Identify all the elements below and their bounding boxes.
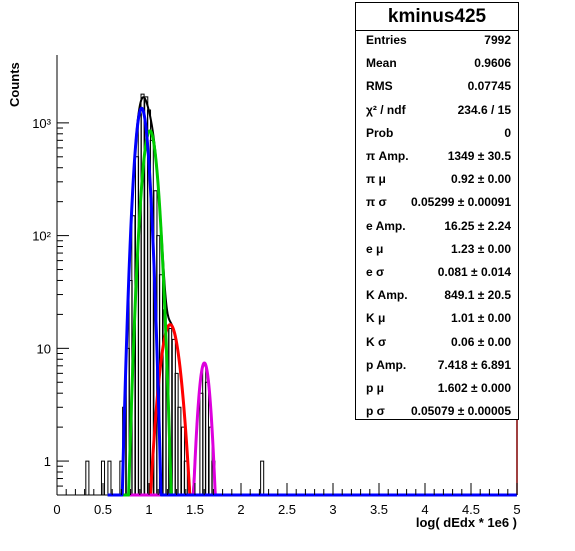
x-tick-label: 2 [237,502,244,517]
stats-row: Mean 0.9606 [356,52,518,74]
stats-value: 1.23 ± 0.00 [451,241,511,256]
x-axis-label: log( dEdx * 1e6 ) [416,515,517,530]
y-tick-label: 10³ [32,116,51,131]
stats-row: e μ 1.23 ± 0.00 [356,238,518,260]
stats-label: Mean [366,56,397,71]
stats-value: 234.6 / 15 [457,102,511,117]
stats-value: 7.418 ± 6.891 [437,357,511,372]
stats-row: χ² / ndf 234.6 / 15 [356,99,518,121]
stats-value: 0.92 ± 0.00 [451,172,511,187]
stats-value: 7992 [484,33,511,47]
stats-value: 16.25 ± 2.24 [444,218,511,233]
stats-row: e σ 0.081 ± 0.014 [356,261,518,283]
histogram-bar [204,381,209,495]
stats-label: χ² / ndf [366,102,406,117]
histogram-bar [140,93,145,495]
stats-row: K Amp. 849.1 ± 20.5 [356,284,518,306]
stats-label: K σ [366,334,387,349]
stats-label: p σ [366,404,385,419]
stats-label: K Amp. [366,288,408,303]
stats-label: e Amp. [366,218,406,233]
stats-value: 0.05299 ± 0.00091 [410,195,511,210]
y-axis-label: Counts [7,62,22,107]
stats-value: 849.1 ± 20.5 [444,288,511,303]
stats-row: K μ 1.01 ± 0.00 [356,307,518,329]
stats-box: kminus425 Entries 7992 Mean 0.9606 RMS 0.0774… [355,2,519,420]
x-tick-label: 3.5 [370,502,388,517]
stats-label: e μ [366,241,384,256]
x-tick-label: 2.5 [278,502,296,517]
y-tick-label: 1 [44,454,51,469]
x-tick-label: 0 [53,502,60,517]
x-tick-label: 0.5 [94,502,112,517]
stats-label: p Amp. [366,357,407,372]
histogram-bar [85,460,90,495]
stats-title: kminus425 [356,3,518,31]
stats-value: 0.081 ± 0.014 [437,265,511,279]
stats-label: e σ [366,265,385,279]
histogram-bar [149,139,154,495]
stats-row: e Amp. 16.25 ± 2.24 [356,215,518,237]
stats-value: 0 [504,125,511,140]
histogram-bar [100,460,106,495]
stats-row: p μ 1.602 ± 0.000 [356,377,518,399]
stats-label: π σ [366,195,387,210]
stats-label: RMS [366,79,393,94]
histogram-bar [260,460,265,495]
stats-label: Prob [366,125,394,140]
y-tick-label: 10² [32,229,51,244]
stats-row: p Amp. 7.418 ± 6.891 [356,354,518,376]
stats-row: K σ 0.06 ± 0.00 [356,331,518,353]
stats-row: RMS 0.07745 [356,75,518,97]
x-tick-label: 4.5 [462,502,480,517]
stats-value: 0.06 ± 0.00 [451,334,511,349]
histogram-bar [107,460,112,495]
x-tick-label: 4 [421,502,428,517]
x-tick-label: 3 [329,502,336,517]
stats-row: π μ 0.92 ± 0.00 [356,168,518,190]
stats-label: K μ [366,311,386,326]
stats-label: π μ [366,172,386,187]
stats-row: π Amp. 1349 ± 30.5 [356,145,518,167]
stats-row: p σ 0.05079 ± 0.00005 [356,400,518,422]
stats-row: Entries 7992 [356,29,518,51]
stats-value: 1349 ± 30.5 [447,149,511,163]
x-tick-label: 5 [513,502,520,517]
stats-label: p μ [366,381,385,395]
stats-value: 0.07745 [467,79,511,94]
stats-label: π Amp. [366,149,409,163]
stats-label: Entries [366,33,407,47]
histogram-bar [177,406,182,495]
y-tick-label: 10 [37,341,51,356]
x-tick-label: 1 [145,502,152,517]
stats-row: π σ 0.05299 ± 0.00091 [356,191,518,213]
stats-value: 1.602 ± 0.000 [437,381,511,395]
stats-row: Prob 0 [356,122,518,144]
stats-value: 0.05079 ± 0.00005 [410,404,511,419]
stats-value: 0.9606 [474,56,511,71]
stats-value: 1.01 ± 0.00 [451,311,511,326]
x-tick-label: 1.5 [186,502,204,517]
fit-curve-pi [106,106,518,497]
